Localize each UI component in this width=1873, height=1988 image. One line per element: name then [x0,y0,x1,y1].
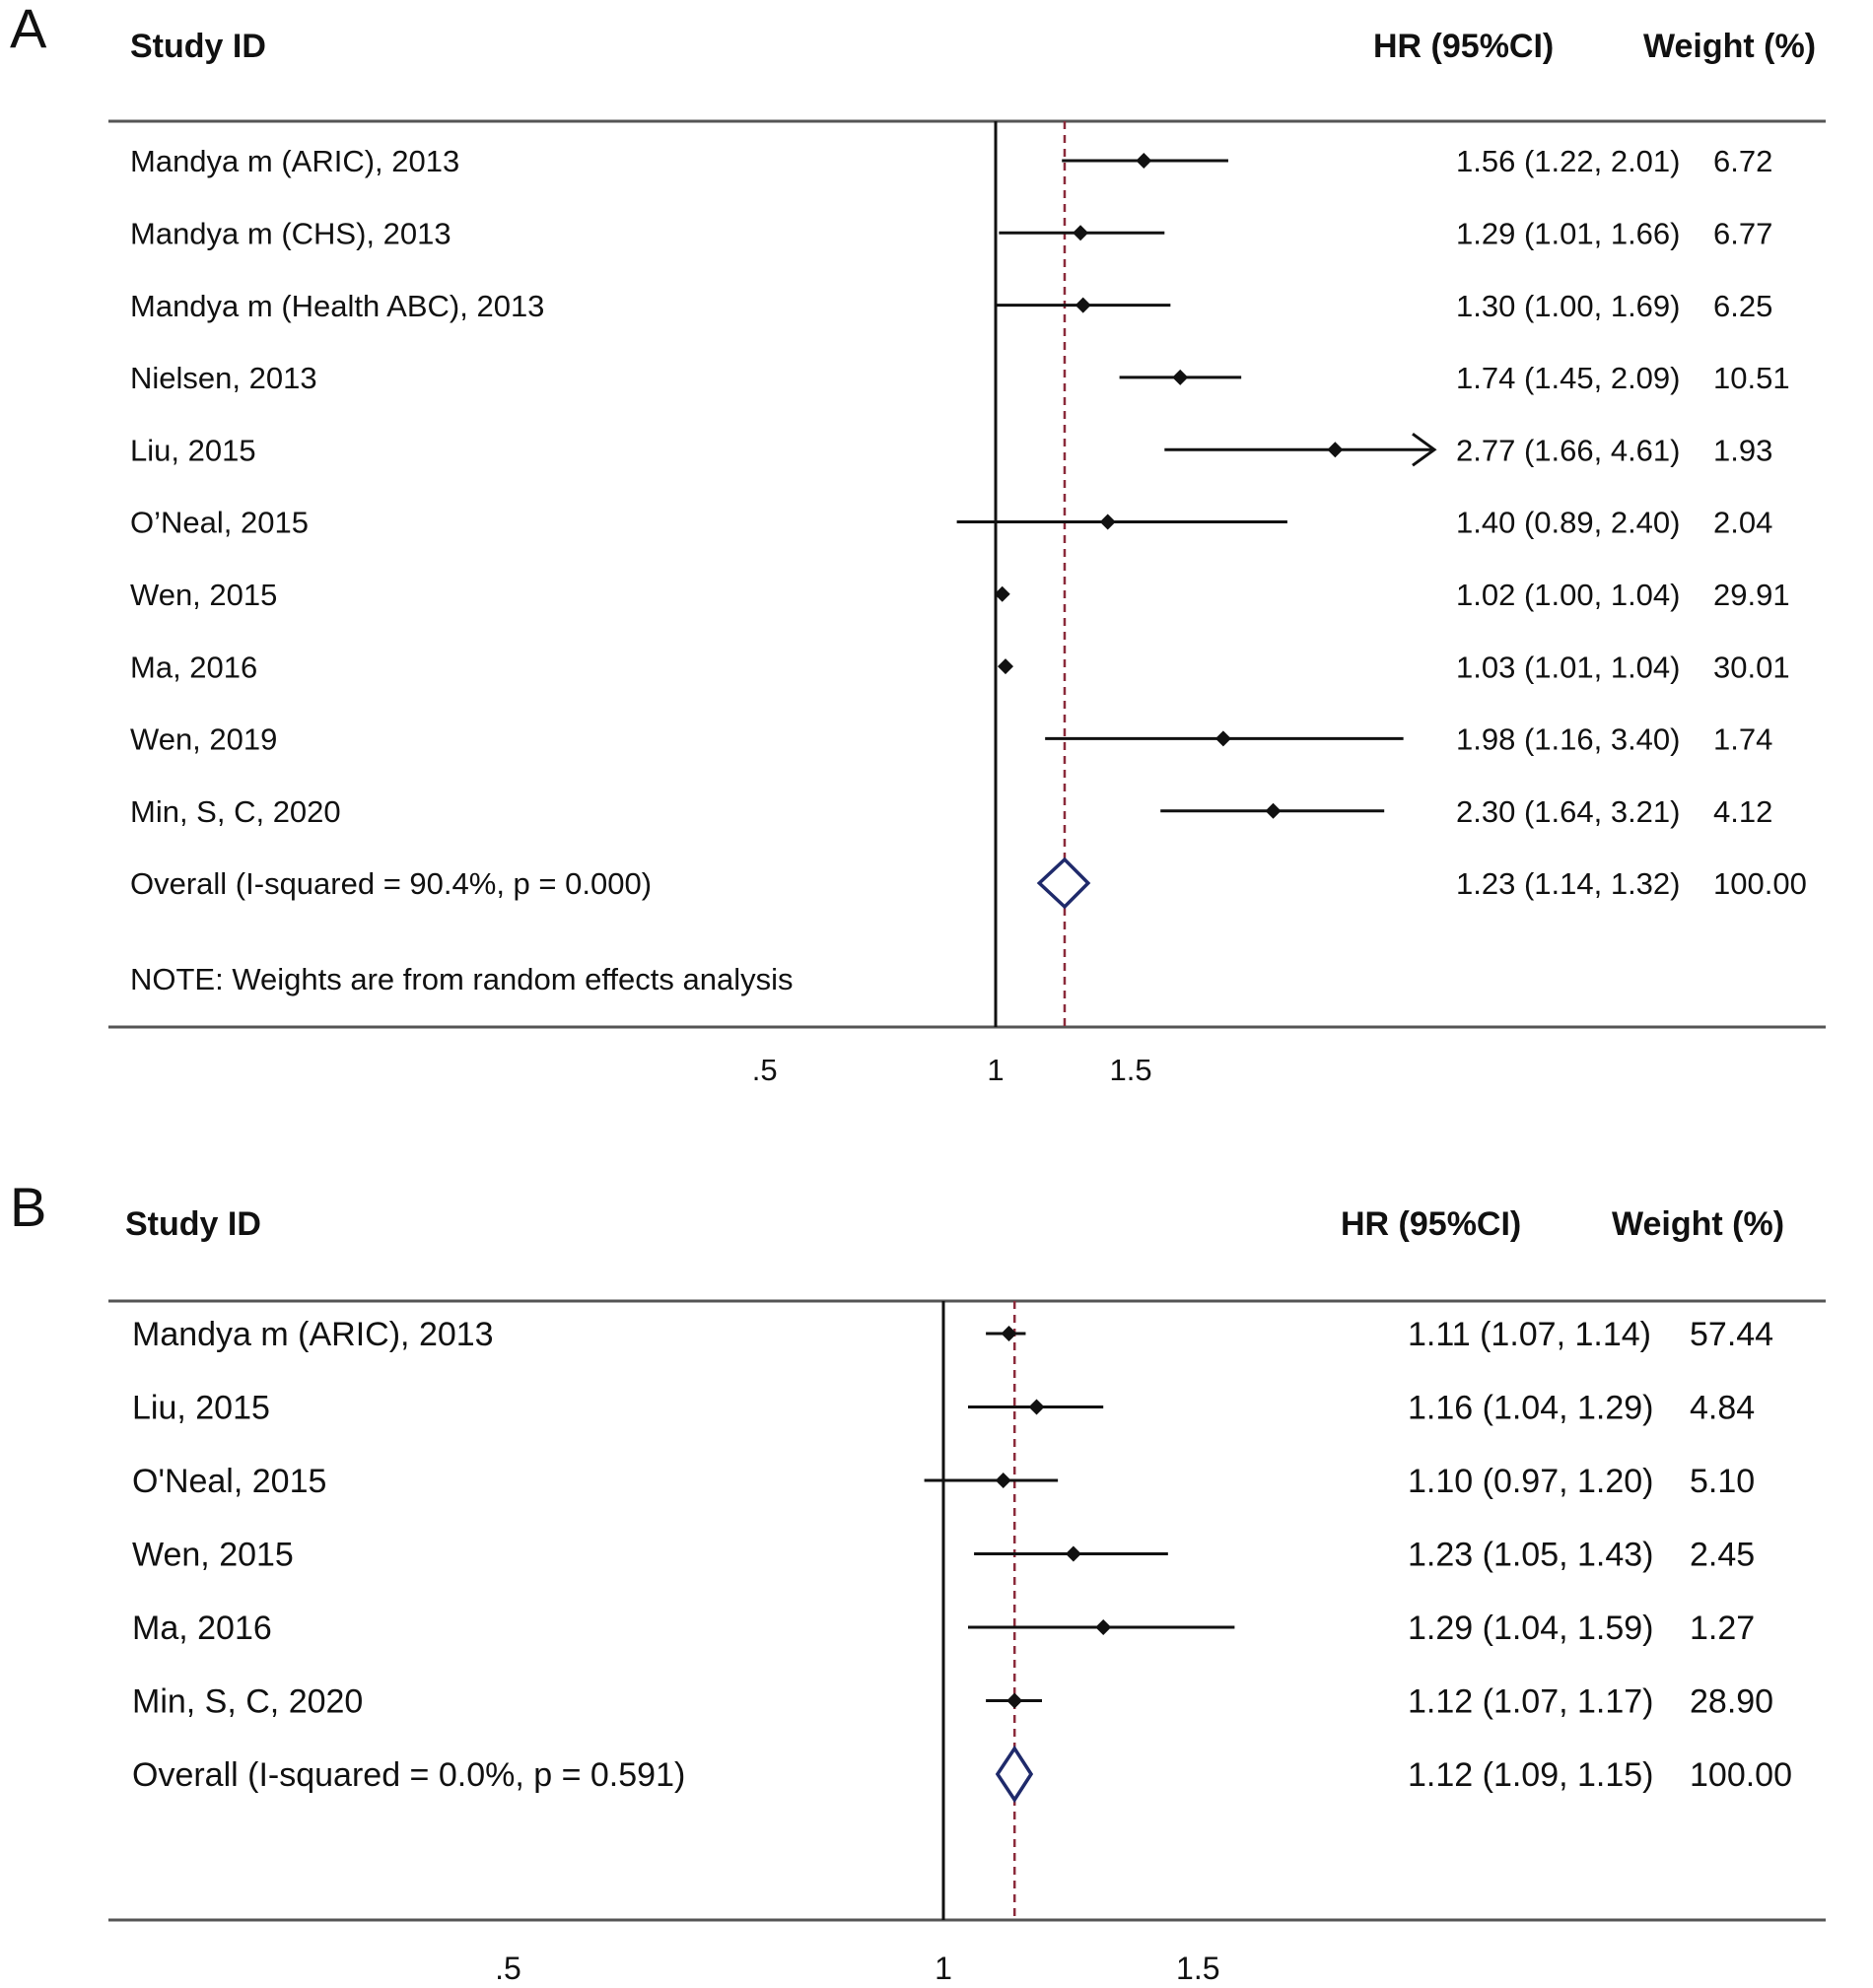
point-estimate [1327,442,1344,458]
study-name: Min, S, C, 2020 [130,794,341,829]
point-estimate [997,658,1013,675]
study-name: Mandya m (ARIC), 2013 [130,144,459,178]
point-estimate [994,585,1010,602]
panel-label: B [10,1176,46,1238]
overall-weight: 100.00 [1690,1756,1792,1794]
study-weight: 2.45 [1690,1537,1755,1574]
point-estimate [995,1473,1011,1488]
overall-diamond [1036,857,1091,910]
study-name: Wen, 2019 [130,722,277,757]
study-hr-ci: 1.98 (1.16, 3.40) [1456,722,1681,757]
study-name: O'Neal, 2015 [132,1463,326,1500]
point-estimate [1028,1399,1045,1415]
study-hr-ci: 1.02 (1.00, 1.04) [1456,578,1681,612]
point-estimate [1265,802,1282,819]
study-name: Liu, 2015 [132,1390,270,1427]
study-weight: 5.10 [1690,1463,1755,1500]
point-estimate [1095,1619,1112,1635]
x-tick-label: 1.5 [1109,1053,1151,1087]
study-weight: 1.27 [1690,1610,1755,1647]
study-name: Nielsen, 2013 [130,361,317,395]
study-name: Mandya m (Health ABC), 2013 [130,289,544,323]
study-name: O’Neal, 2015 [130,506,309,540]
study-weight: 4.84 [1690,1390,1755,1427]
study-hr-ci: 1.10 (0.97, 1.20) [1408,1463,1654,1500]
study-hr-ci: 1.56 (1.22, 2.01) [1456,144,1681,178]
point-estimate [1214,730,1231,747]
x-tick-label: 1 [987,1053,1004,1087]
header-study-id: Study ID [125,1205,261,1243]
study-hr-ci: 1.29 (1.01, 1.66) [1456,216,1681,250]
study-weight: 6.72 [1713,144,1772,178]
study-hr-ci: 1.11 (1.07, 1.14) [1408,1316,1651,1353]
x-tick-label: 1 [935,1951,952,1986]
study-weight: 2.04 [1713,506,1772,540]
overall-label: Overall (I-squared = 0.0%, p = 0.591) [132,1756,685,1794]
study-weight: 1.93 [1713,433,1772,467]
study-name: Min, S, C, 2020 [132,1683,363,1721]
x-tick-label: .5 [752,1053,778,1087]
study-hr-ci: 2.77 (1.66, 4.61) [1456,433,1681,467]
weights-note: NOTE: Weights are from random effects an… [130,962,794,996]
overall-diamond [995,1745,1034,1804]
overall-weight: 100.00 [1713,866,1807,901]
header-weight: Weight (%) [1612,1205,1784,1243]
study-hr-ci: 1.29 (1.04, 1.59) [1408,1610,1654,1647]
study-weight: 10.51 [1713,361,1790,395]
study-hr-ci: 1.74 (1.45, 2.09) [1456,361,1681,395]
study-name: Wen, 2015 [132,1537,294,1574]
point-estimate [1001,1326,1017,1341]
point-estimate [1006,1692,1023,1709]
study-hr-ci: 1.40 (0.89, 2.40) [1456,506,1681,540]
study-weight: 30.01 [1713,650,1790,684]
point-estimate [1172,369,1189,385]
study-weight: 57.44 [1690,1316,1773,1353]
point-estimate [1065,1545,1081,1562]
study-name: Ma, 2016 [132,1610,272,1647]
study-name: Ma, 2016 [130,650,257,684]
x-tick-label: 1.5 [1176,1951,1219,1986]
study-hr-ci: 1.12 (1.07, 1.17) [1408,1683,1654,1721]
x-tick-label: .5 [495,1951,521,1986]
panel-label: A [10,0,47,59]
overall-hr-ci: 1.12 (1.09, 1.15) [1408,1756,1654,1794]
study-name: Mandya m (ARIC), 2013 [132,1316,494,1353]
study-name: Liu, 2015 [130,433,256,467]
point-estimate [1073,225,1089,241]
study-weight: 1.74 [1713,722,1772,757]
study-hr-ci: 2.30 (1.64, 3.21) [1456,794,1681,829]
study-weight: 4.12 [1713,794,1772,829]
study-name: Mandya m (CHS), 2013 [130,216,451,250]
point-estimate [1099,514,1116,530]
study-hr-ci: 1.30 (1.00, 1.69) [1456,289,1681,323]
point-estimate [1136,153,1152,169]
header-hr-ci: HR (95%CI) [1373,28,1554,65]
study-hr-ci: 1.03 (1.01, 1.04) [1456,650,1681,684]
study-hr-ci: 1.23 (1.05, 1.43) [1408,1537,1654,1574]
overall-label: Overall (I-squared = 90.4%, p = 0.000) [130,866,652,901]
study-weight: 28.90 [1690,1683,1773,1721]
study-weight: 29.91 [1713,578,1790,612]
header-hr-ci: HR (95%CI) [1341,1205,1521,1243]
study-hr-ci: 1.16 (1.04, 1.29) [1408,1390,1654,1427]
header-weight: Weight (%) [1643,28,1816,65]
study-name: Wen, 2015 [130,578,277,612]
study-weight: 6.77 [1713,216,1772,250]
study-weight: 6.25 [1713,289,1772,323]
overall-hr-ci: 1.23 (1.14, 1.32) [1456,866,1681,901]
point-estimate [1075,297,1091,313]
header-study-id: Study ID [130,28,266,65]
ci-arrow [1412,432,1437,467]
